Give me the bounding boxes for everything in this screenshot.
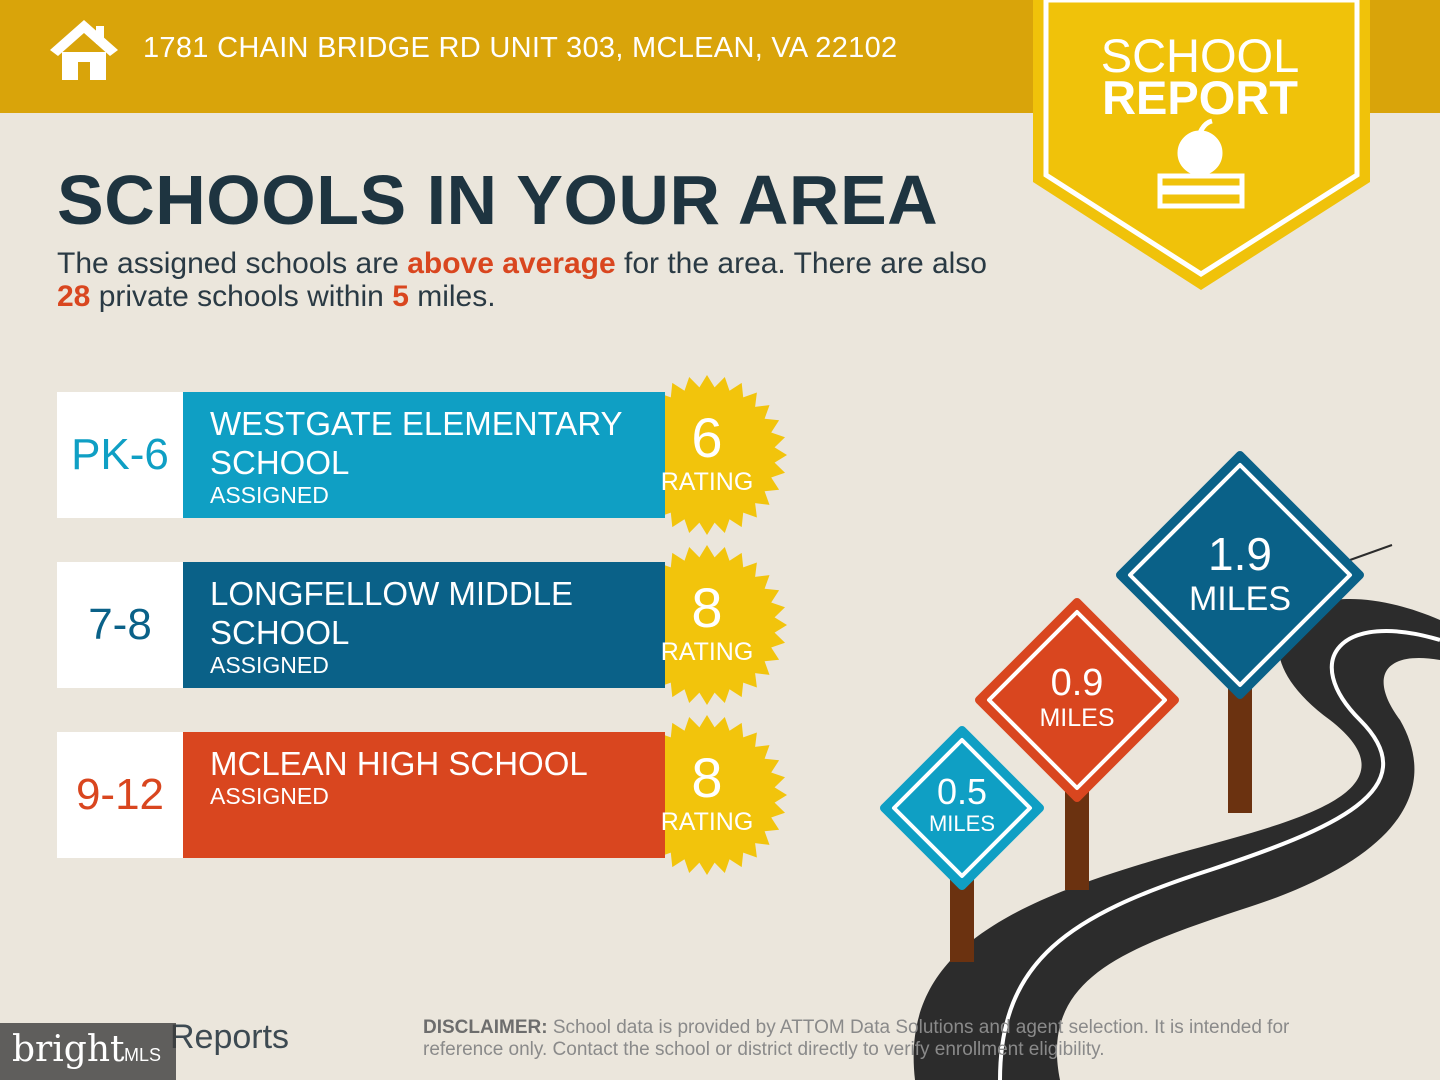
watermark-brand: bright — [12, 1029, 125, 1070]
highlight: 5 — [392, 280, 409, 313]
sign-unit: MILES — [1039, 703, 1115, 732]
school-status: ASSIGNED — [210, 652, 329, 678]
watermark: bright MLS — [0, 1023, 176, 1080]
grade-box: PK-6 — [57, 392, 183, 518]
sign — [1116, 451, 1364, 699]
text: miles. — [408, 280, 496, 313]
school-name: MCLEAN HIGH SCHOOL ASSIGNED — [210, 744, 628, 809]
school-bar — [183, 732, 665, 858]
sign-unit: MILES — [1188, 579, 1292, 618]
sign-value: 1.9 — [1208, 528, 1272, 581]
highlight: 28 — [57, 280, 91, 313]
sign-border — [987, 610, 1167, 790]
disclaimer-text: School data is provided by ATTOM Data So… — [423, 1017, 1290, 1060]
highlight: above average — [407, 247, 616, 280]
rating-label: RATING — [660, 638, 754, 666]
school-bar — [183, 562, 665, 688]
rating-seal — [627, 375, 787, 535]
title: SCHOOLS IN YOUR AREA — [57, 161, 939, 239]
text: private schools within — [90, 280, 393, 313]
text: The assigned schools are — [57, 247, 408, 280]
sign-unit: MILES — [928, 811, 996, 837]
rating-value: 8 — [691, 746, 723, 809]
sign — [880, 726, 1044, 890]
school-status: ASSIGNED — [210, 783, 329, 809]
rating-label: RATING — [660, 808, 754, 836]
sign-value: 0.9 — [1050, 661, 1104, 704]
grade-box: 9-12 — [57, 732, 183, 858]
rating-value: 8 — [691, 576, 723, 639]
school-name: LONGFELLOW MIDDLE SCHOOL ASSIGNED — [210, 574, 628, 678]
school-name: WESTGATE ELEMENTARY SCHOOL ASSIGNED — [210, 404, 628, 508]
school-name-text: WESTGATE ELEMENTARY SCHOOL — [210, 405, 622, 481]
sign-border — [892, 738, 1032, 878]
grade-box: 7-8 — [57, 562, 183, 688]
disclaimer: DISCLAIMER: School data is provided by A… — [423, 1017, 1373, 1061]
rating-value: 6 — [691, 406, 723, 469]
logo-text: Reports — [170, 1018, 290, 1056]
sign-value: 0.5 — [936, 770, 988, 812]
disclaimer-label: DISCLAIMER: — [423, 1017, 548, 1038]
badge-text: SCHOOL — [1100, 29, 1300, 82]
sign-line — [1349, 544, 1393, 561]
school-bar — [183, 392, 665, 518]
sign-border — [1128, 463, 1352, 687]
subtitle: The assigned schools are above average f… — [57, 247, 997, 313]
school-name-text: MCLEAN HIGH SCHOOL — [210, 745, 588, 782]
sign-post — [1228, 680, 1252, 813]
rating-label: RATING — [660, 468, 754, 496]
road-line — [998, 629, 1440, 1080]
text: for the area. There are also — [615, 247, 987, 280]
address: 1781 CHAIN BRIDGE RD UNIT 303, MCLEAN, V… — [143, 32, 898, 64]
badge-border — [1043, 0, 1360, 277]
rating-seal — [627, 545, 787, 705]
school-status: ASSIGNED — [210, 482, 329, 508]
road — [913, 599, 1440, 1080]
school-name-text: LONGFELLOW MIDDLE SCHOOL — [210, 575, 574, 651]
watermark-suffix: MLS — [124, 1045, 162, 1065]
apple-books-icon — [1157, 118, 1245, 209]
badge-text: REPORT — [1102, 71, 1298, 124]
home-icon — [50, 20, 118, 80]
rating-seal — [627, 715, 787, 875]
sign — [975, 598, 1179, 802]
